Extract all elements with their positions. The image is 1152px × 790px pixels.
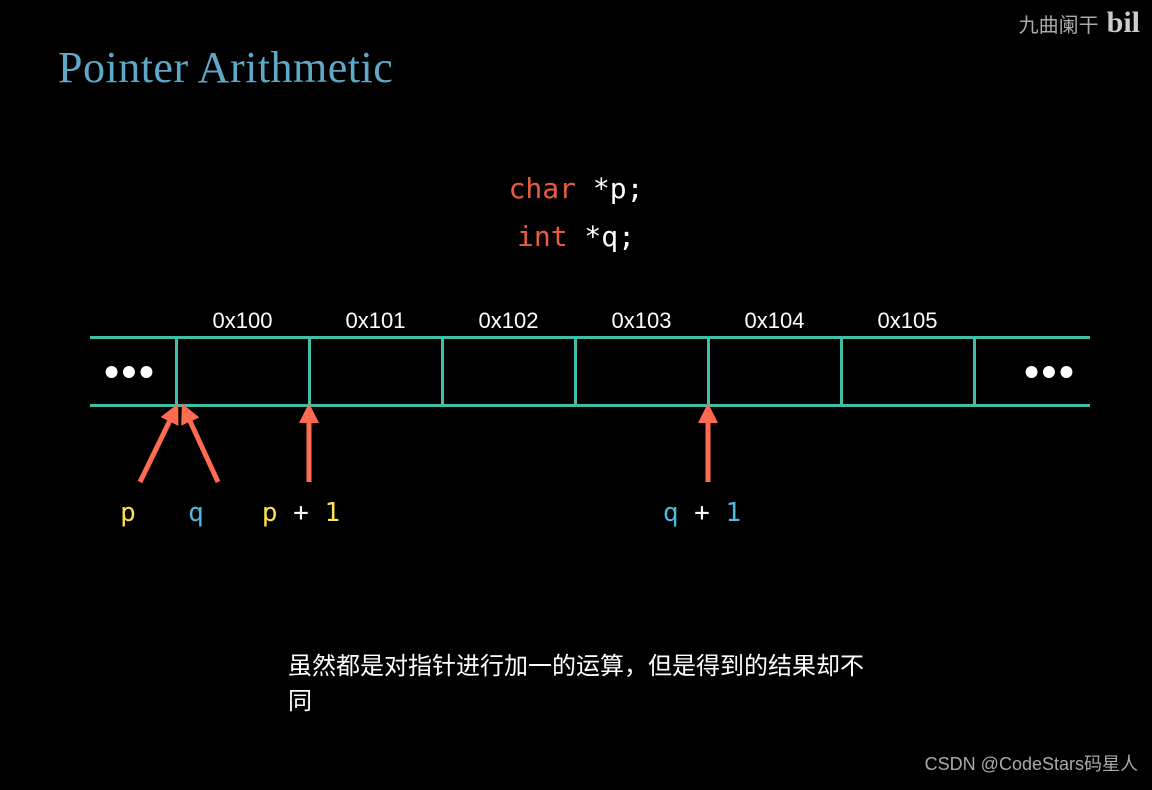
caption-text: 虽然都是对指针进行加一的运算，但是得到的结果却不同 — [288, 646, 864, 716]
pointer-arrow — [184, 408, 218, 482]
pointer-label: q — [188, 498, 204, 528]
pointer-label: p — [120, 498, 136, 528]
pointer-label: p + 1 — [262, 498, 340, 528]
pointer-label: q + 1 — [663, 498, 741, 528]
pointer-arrow — [140, 408, 176, 482]
